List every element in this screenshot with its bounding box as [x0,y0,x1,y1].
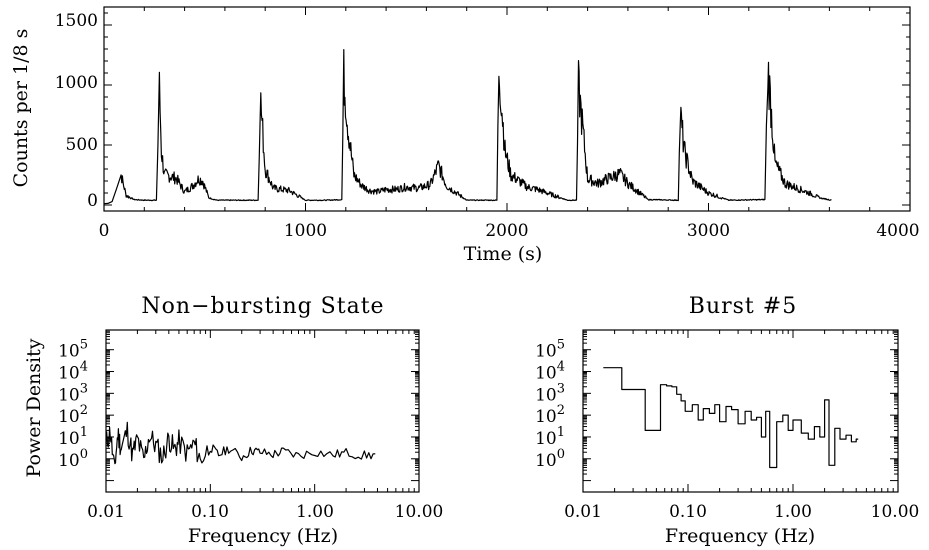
xtick-label-4000: 4000 [876,221,919,241]
burst5-xtick-1.00: 1.00 [774,502,812,522]
light-curve-ylabel: Counts per 1/8 s [10,29,32,188]
non-bursting-series [105,421,376,465]
non-bursting-xtick-0.01: 0.01 [87,502,125,522]
ytick-label-1000: 1000 [55,73,98,93]
light-curve-frame [103,6,911,212]
ytick-label-500: 500 [66,135,98,155]
non-bursting-title: Non−bursting State [141,294,384,319]
burst5-xlabel: Frequency (Hz) [665,525,815,547]
burst5-xtick-0.01: 0.01 [564,502,602,522]
ytick-label: 102 [58,403,88,427]
xtick-label-2000: 2000 [485,221,528,241]
xtick-label-0: 0 [99,221,110,241]
non-bursting-xlabel: Frequency (Hz) [188,525,338,547]
burst5-ticks [582,329,899,492]
burst5-frame [582,329,899,493]
light-curve-ticks [103,7,911,211]
ytick-label: 105 [535,338,565,362]
non-bursting-panel: Non−bursting State 0.01 0.10 1.00 10.00 … [23,294,443,547]
ytick-label: 103 [535,381,565,405]
burst5-series [603,367,859,469]
ytick-label-1500: 1500 [55,11,98,31]
burst5-xtick-10.00: 10.00 [871,502,920,522]
xtick-label-1000: 1000 [284,221,327,241]
burst5-title: Burst #5 [689,294,797,319]
ytick-label: 100 [58,447,88,471]
non-bursting-frame [105,329,420,493]
light-curve-series [103,49,832,205]
ytick-label: 100 [535,447,565,471]
ytick-label: 105 [58,338,88,362]
non-bursting-xtick-10.00: 10.00 [395,502,444,522]
burst5-panel: Burst #5 0.01 0.10 1.00 10.00 Frequency … [535,294,919,547]
non-bursting-ylabel: Power Density [23,338,45,477]
ytick-label: 101 [535,425,565,449]
light-curve-panel: 0 1000 2000 3000 4000 0 500 1000 1500 Ti… [10,6,920,265]
light-curve-xlabel: Time (s) [464,243,543,265]
ytick-label: 104 [58,360,88,384]
non-bursting-ticks [105,329,420,492]
ytick-label: 101 [58,425,88,449]
burst5-xtick-0.10: 0.10 [669,502,707,522]
ytick-label: 102 [535,403,565,427]
ytick-label: 103 [58,381,88,405]
non-bursting-xtick-0.10: 0.10 [191,502,229,522]
xtick-label-3000: 3000 [687,221,730,241]
ytick-label-0: 0 [87,191,98,211]
ytick-label: 104 [535,360,565,384]
non-bursting-xtick-1.00: 1.00 [296,502,334,522]
